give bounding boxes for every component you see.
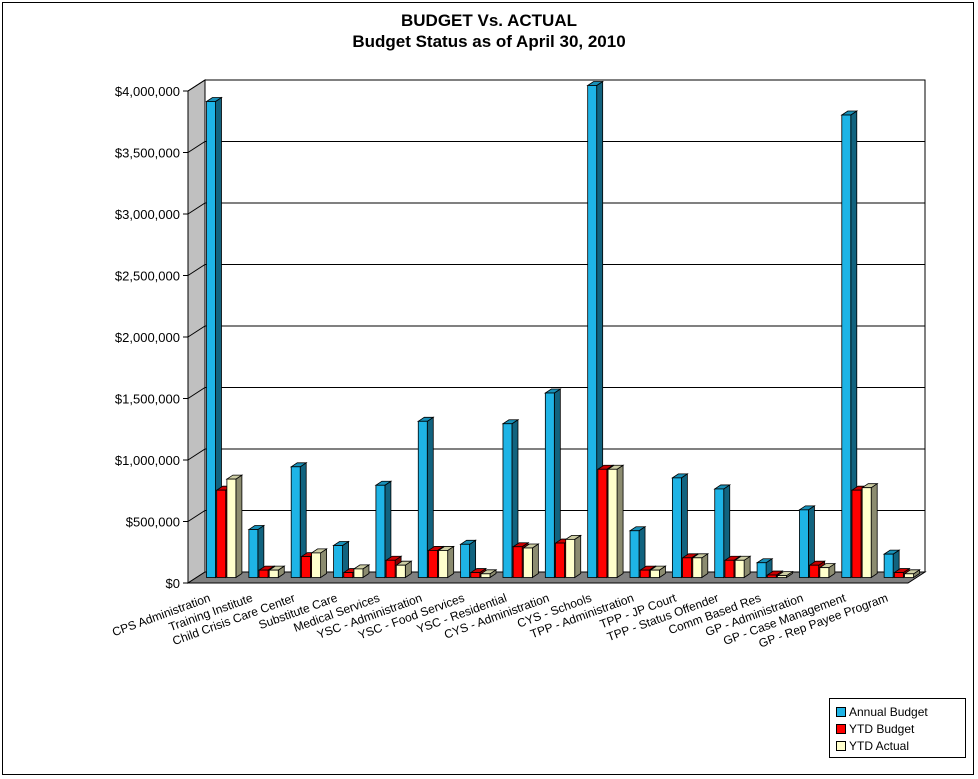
bar-annual-budget-tpp-jp-court <box>671 473 689 579</box>
bar-annual-budget-tpp-status-offender <box>713 484 732 579</box>
bar-ytd-actual-ysc-food-services <box>479 569 498 579</box>
chart-title-block: BUDGET Vs. ACTUAL Budget Status as of Ap… <box>0 10 978 52</box>
bar-annual-budget-cys-administration <box>544 388 562 579</box>
legend-item-ytd-budget: YTD Budget <box>830 720 965 737</box>
y-tick-label: $2,000,000 <box>115 330 180 345</box>
bar-annual-budget-substitute-care <box>332 540 350 579</box>
bar-ytd-actual-gp-administration <box>818 562 837 579</box>
legend-label-ytd-budget: YTD Budget <box>849 721 915 736</box>
bar-annual-budget-training-institute <box>247 524 266 579</box>
chart-legend: Annual Budget YTD Budget YTD Actual <box>829 698 966 758</box>
chart-title: BUDGET Vs. ACTUAL <box>401 11 577 30</box>
bar-ytd-actual-training-institute <box>267 565 286 579</box>
legend-label-ytd-actual: YTD Actual <box>849 738 910 753</box>
bar-ytd-actual-tpp-administration <box>649 565 667 579</box>
gridline <box>187 264 925 276</box>
bar-annual-budget-child-crisis-care-center <box>289 462 308 579</box>
legend-swatch-annual-budget <box>836 706 846 717</box>
legend-item-ytd-actual: YTD Actual <box>830 737 965 754</box>
bar-ytd-actual-ysc-administration <box>437 545 455 579</box>
bar-annual-budget-gp-administration <box>798 505 816 579</box>
gridline <box>187 141 925 153</box>
bar-ytd-actual-tpp-status-offender <box>733 555 752 579</box>
y-tick-label: $4,000,000 <box>115 84 180 99</box>
bar-ytd-actual-comm-based-res <box>776 570 794 579</box>
bar-annual-budget-ysc-food-services <box>459 539 477 579</box>
gridline <box>187 79 925 92</box>
bar-annual-budget-comm-based-res <box>755 557 774 579</box>
gridline <box>187 325 925 338</box>
y-tick-label: $2,500,000 <box>115 269 180 284</box>
bar-annual-budget-gp-case-management <box>840 110 859 579</box>
y-tick-label: $3,000,000 <box>115 207 180 222</box>
y-tick-label: $500,000 <box>126 515 180 530</box>
bar-ytd-actual-cys-schools <box>606 464 625 579</box>
y-tick-label: $0 <box>166 576 180 591</box>
bar-ytd-actual-tpp-jp-court <box>691 553 710 579</box>
legend-swatch-ytd-actual <box>836 740 846 751</box>
bar-ytd-actual-gp-rep-payee-program <box>903 569 921 579</box>
bar-ytd-actual-child-crisis-care-center <box>310 548 328 579</box>
bar-ytd-actual-cys-administration <box>564 534 583 579</box>
bar-ytd-actual-ysc-residential <box>522 543 540 579</box>
gridline <box>187 202 925 215</box>
gridline <box>187 387 925 399</box>
gridline <box>187 448 925 461</box>
y-tick-label: $1,000,000 <box>115 453 180 468</box>
bar-ytd-actual-medical-services <box>394 560 413 579</box>
y-tick-label: $1,500,000 <box>115 392 180 407</box>
bar-ytd-actual-substitute-care <box>352 564 371 579</box>
legend-item-annual-budget: Annual Budget <box>830 703 965 720</box>
bar-annual-budget-cps-administration <box>205 96 223 579</box>
legend-label-annual-budget: Annual Budget <box>849 704 928 719</box>
bar-annual-budget-ysc-residential <box>501 419 520 579</box>
y-tick-label: $3,500,000 <box>115 146 180 161</box>
bar-ytd-actual-gp-case-management <box>860 482 879 579</box>
bar-ytd-actual-cps-administration <box>225 474 244 579</box>
chart-subtitle: Budget Status as of April 30, 2010 <box>352 32 626 51</box>
legend-swatch-ytd-budget <box>836 723 846 734</box>
